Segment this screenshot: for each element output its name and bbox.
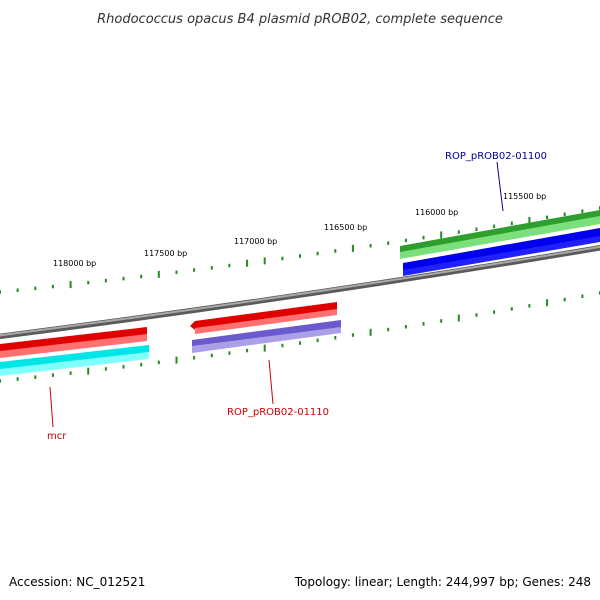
accession-text: Accession: NC_012521 (9, 575, 145, 589)
map-title: Rhodococcus opacus B4 plasmid pROB02, co… (97, 12, 503, 27)
tick-label-115500: 115500 bp (503, 192, 546, 201)
tick-label-117500: 117500 bp (144, 249, 187, 258)
leader-line-ROP_pROB02-01110 (268, 359, 274, 405)
inner-tick-row (0, 291, 600, 383)
tick-labels: 118000 bp 117500 bp 117000 bp 116500 bp … (53, 192, 546, 268)
leader-line-ROP_pROB02-01100 (496, 161, 504, 212)
tick-label-116500: 116500 bp (324, 223, 367, 232)
gene-label-ROP_pROB02-01100[interactable]: ROP_pROB02-01100 (445, 151, 547, 162)
gene-label-ROP_pROB02-01110[interactable]: ROP_pROB02-01110 (227, 407, 329, 418)
tick-label-118000: 118000 bp (53, 259, 96, 268)
leader-line-mcr (49, 386, 54, 428)
backbone-arc-highlight (0, 245, 600, 337)
gene-label-mcr[interactable]: mcr (47, 431, 67, 442)
tick-label-117000: 117000 bp (234, 237, 277, 246)
outer-tick-row (0, 206, 600, 294)
feature-ROP_pROB02-01110-gene[interactable] (190, 302, 337, 334)
feature-mcr-gene[interactable] (0, 327, 147, 358)
feature-mcr-cds[interactable] (0, 345, 149, 376)
feature-ROP_pROB02-01110-cds[interactable] (192, 320, 341, 353)
feature-ROP_pROB02-01100-gene[interactable] (400, 210, 600, 259)
tick-label-116000: 116000 bp (415, 208, 458, 217)
feature-ROP_pROB02-01100-cds[interactable] (403, 228, 600, 276)
summary-text: Topology: linear; Length: 244,997 bp; Ge… (294, 575, 591, 589)
